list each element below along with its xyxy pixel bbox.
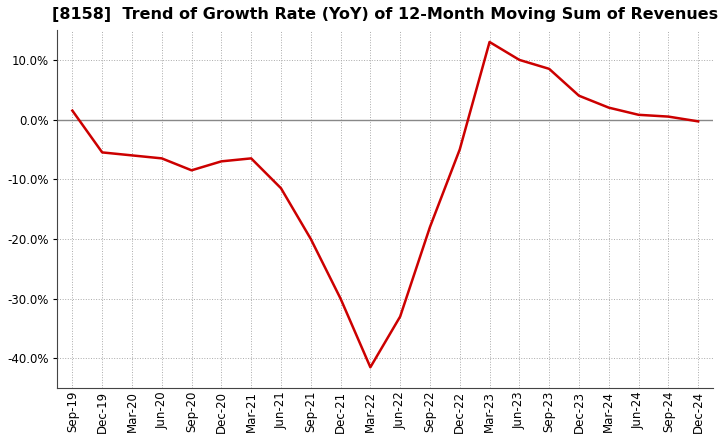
Title: [8158]  Trend of Growth Rate (YoY) of 12-Month Moving Sum of Revenues: [8158] Trend of Growth Rate (YoY) of 12-… (53, 7, 719, 22)
